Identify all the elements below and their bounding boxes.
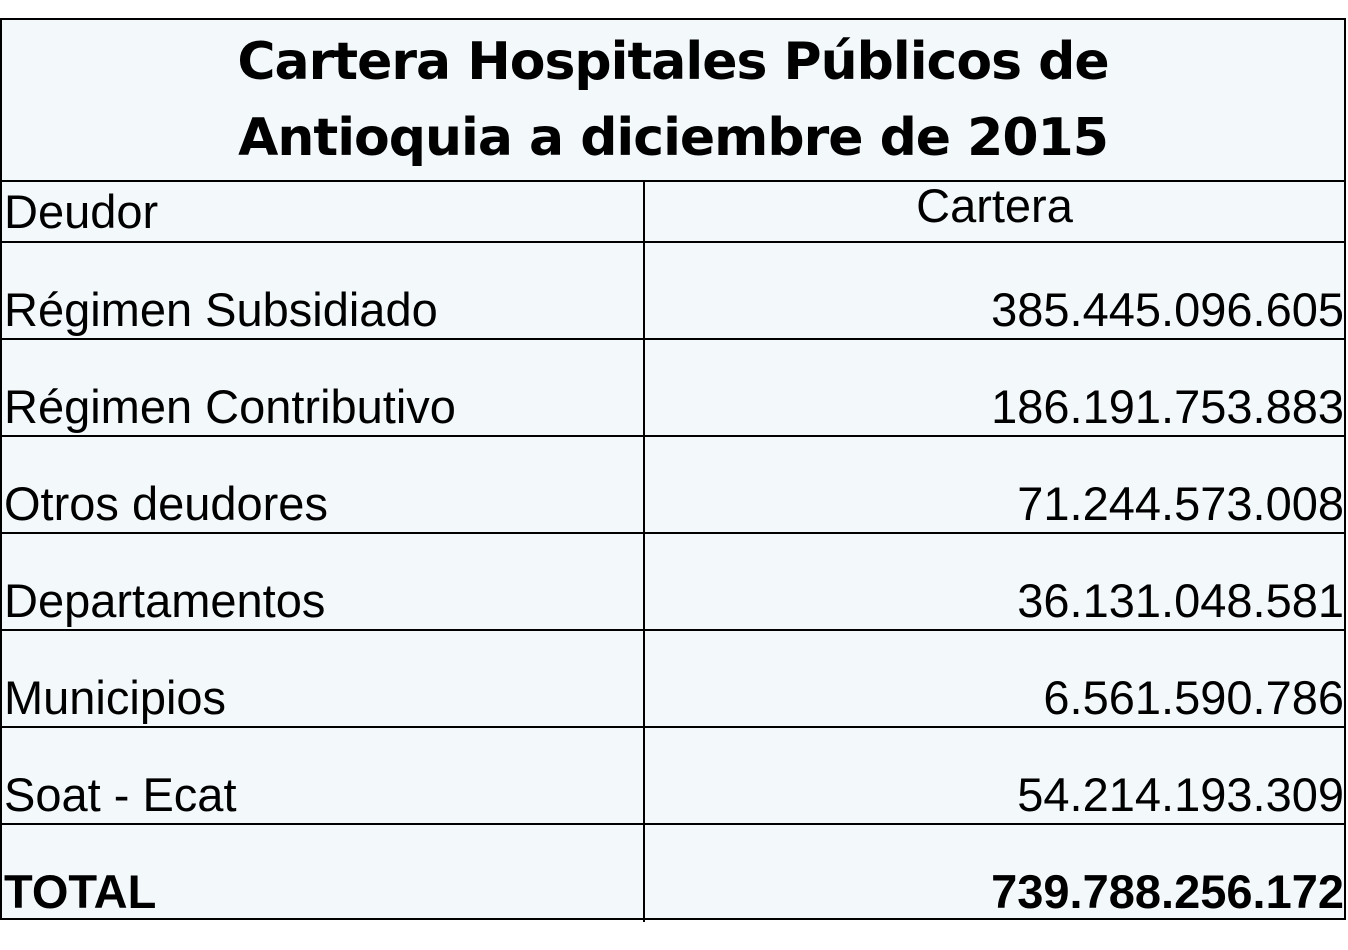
row-cartera: 385.445.096.605: [644, 241, 1344, 339]
row-cartera: 36.131.048.581: [644, 532, 1344, 630]
header-deudor: Deudor: [2, 180, 645, 242]
row-deudor: Soat - Ecat: [2, 726, 645, 824]
table-row: Departamentos 36.131.048.581: [2, 532, 1344, 630]
cartera-table-sheet: Cartera Hospitales Públicos de Antioquia…: [0, 18, 1346, 922]
table-row: Régimen Subsidiado 385.445.096.605: [2, 241, 1344, 339]
table-row: Otros deudores 71.244.573.008: [2, 435, 1344, 533]
cartera-table: Deudor Cartera Régimen Subsidiado 385.44…: [2, 180, 1344, 922]
title-line-1: Cartera Hospitales Públicos de: [237, 32, 1109, 92]
total-label: TOTAL: [2, 823, 645, 922]
row-deudor: Municipios: [2, 629, 645, 727]
header-cartera: Cartera: [916, 179, 1073, 232]
row-deudor: Departamentos: [2, 532, 645, 630]
row-cartera: 6.561.590.786: [644, 629, 1344, 727]
total-value: 739.788.256.172: [644, 823, 1344, 922]
row-deudor: Otros deudores: [2, 435, 645, 533]
row-deudor: Régimen Contributivo: [2, 338, 645, 436]
row-cartera: 71.244.573.008: [644, 435, 1344, 533]
table-row: Régimen Contributivo 186.191.753.883: [2, 338, 1344, 436]
total-row: TOTAL 739.788.256.172: [2, 823, 1344, 922]
title-line-2: Antioquia a diciembre de 2015: [238, 108, 1109, 168]
table-row: Soat - Ecat 54.214.193.309: [2, 726, 1344, 824]
row-deudor: Régimen Subsidiado: [2, 241, 645, 339]
table-row: Municipios 6.561.590.786: [2, 629, 1344, 727]
row-cartera: 186.191.753.883: [644, 338, 1344, 436]
table-title: Cartera Hospitales Públicos de Antioquia…: [2, 20, 1344, 182]
header-row: Deudor Cartera: [2, 180, 1344, 242]
row-cartera: 54.214.193.309: [644, 726, 1344, 824]
